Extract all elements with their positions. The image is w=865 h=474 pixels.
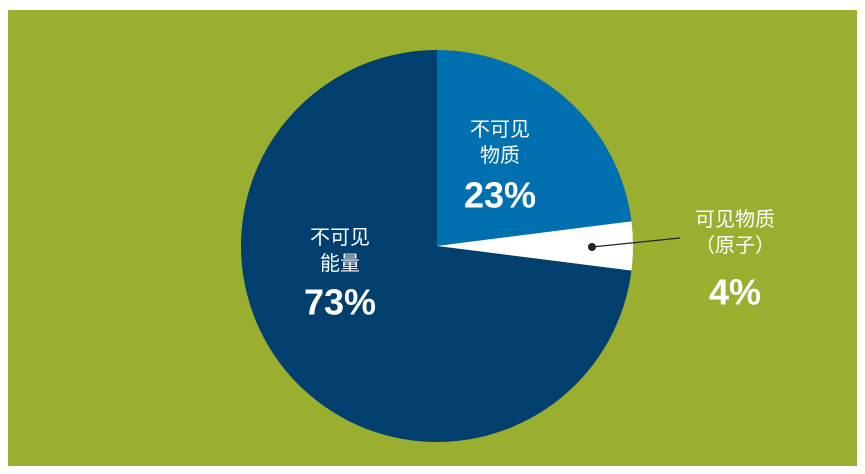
leader-line xyxy=(591,237,681,248)
pie-slice xyxy=(437,221,633,271)
slice-label-line: 能量 xyxy=(320,251,360,275)
slice-label-line: 可见物质 xyxy=(695,207,775,231)
slice-label: 可见物质（原子） xyxy=(695,207,775,257)
slice-label-line: 物质 xyxy=(480,143,520,167)
pie-slice xyxy=(437,50,632,246)
leader-dot xyxy=(588,243,596,251)
pie-slice xyxy=(240,50,632,443)
value-label: 23% xyxy=(464,175,536,216)
value-label: 73% xyxy=(304,282,376,323)
slice-label-line: （原子） xyxy=(695,233,775,257)
slice-label-line: 不可见 xyxy=(310,225,370,249)
value-label: 4% xyxy=(709,272,761,313)
slice-label: 不可见能量 xyxy=(310,225,370,275)
slice-label: 不可见物质 xyxy=(470,117,530,167)
slice-label-line: 不可见 xyxy=(470,117,530,141)
